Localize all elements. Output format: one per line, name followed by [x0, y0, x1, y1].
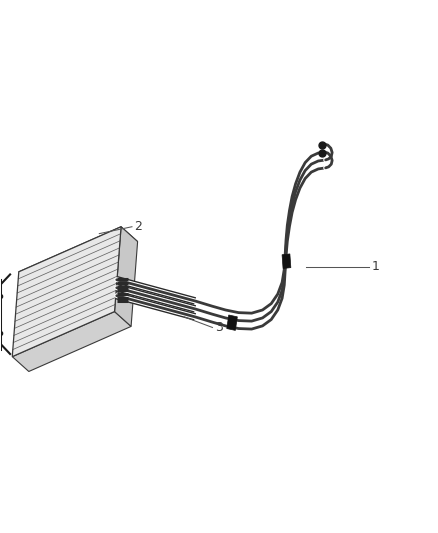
- Polygon shape: [12, 312, 131, 372]
- Polygon shape: [282, 254, 291, 269]
- Text: 2: 2: [134, 220, 142, 233]
- Polygon shape: [12, 227, 121, 357]
- Text: 1: 1: [372, 260, 380, 273]
- Polygon shape: [227, 315, 237, 330]
- Polygon shape: [115, 227, 138, 326]
- Text: 3: 3: [215, 321, 223, 334]
- Polygon shape: [19, 227, 138, 287]
